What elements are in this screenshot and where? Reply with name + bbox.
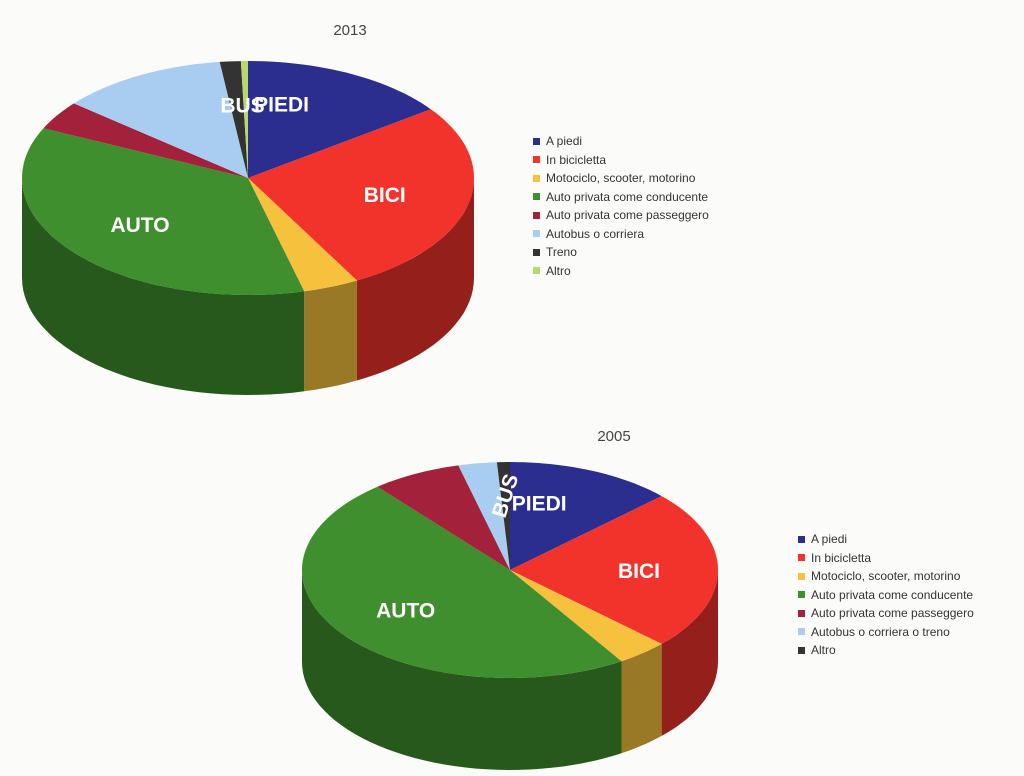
- pie-side: [22, 178, 305, 395]
- legend: A piedi In bicicletta Motociclo, scooter, …: [798, 530, 974, 660]
- legend-swatch: [533, 193, 540, 201]
- legend-swatch: [533, 211, 540, 219]
- legend-item: In bicicletta: [798, 549, 974, 568]
- legend-label: Altro: [546, 263, 571, 278]
- chart-title: 2005: [597, 428, 631, 445]
- legend-label: Motociclo, scooter, motorino: [811, 569, 961, 584]
- slice-label: BICI: [618, 560, 660, 583]
- legend-item: Auto privata come conducente: [798, 586, 974, 605]
- legend-label: A piedi: [811, 532, 848, 547]
- legend-item: Auto privata come conducente: [533, 188, 709, 207]
- pie-slice: [219, 61, 248, 178]
- legend-swatch: [533, 156, 540, 164]
- pie-slice: [302, 486, 622, 678]
- pie-slice: [248, 109, 474, 281]
- pie-side: [661, 570, 718, 736]
- legend-item: Autobus o corriera o treno: [798, 623, 974, 642]
- pie-sides: [302, 570, 718, 770]
- slice-label: AUTO: [110, 214, 169, 237]
- pie-slice: [22, 128, 305, 295]
- pie-slice: [248, 61, 431, 178]
- pie-slice: [458, 462, 510, 570]
- pie-side: [302, 570, 622, 770]
- slice-label: BUS: [220, 94, 264, 117]
- legend-label: Auto privata come conducente: [546, 189, 709, 204]
- legend: A piedi In bicicletta Motociclo, scooter, …: [533, 132, 709, 280]
- pie-side: [304, 280, 357, 392]
- pie-side: [621, 643, 662, 754]
- slice-label: AUTO: [376, 599, 435, 622]
- legend-item: A piedi: [798, 530, 974, 549]
- legend-swatch: [533, 248, 540, 256]
- pie-top: [302, 462, 718, 678]
- legend-item: Altro: [533, 262, 709, 281]
- pie-sides: [22, 178, 474, 395]
- pie-side: [356, 178, 474, 381]
- pie-slice: [240, 61, 248, 178]
- legend-swatch: [798, 572, 805, 580]
- legend-swatch: [798, 591, 805, 599]
- legend-label: A piedi: [546, 134, 583, 149]
- legend-swatch: [533, 267, 540, 275]
- legend-swatch: [798, 535, 805, 543]
- pie-slice: [510, 462, 662, 570]
- legend-item: In bicicletta: [533, 151, 709, 170]
- legend-item: Auto privata come passeggero: [533, 206, 709, 225]
- legend-item: Motociclo, scooter, motorino: [533, 169, 709, 188]
- pie-slice: [73, 61, 249, 178]
- legend-label: Auto privata come passeggero: [811, 606, 974, 621]
- legend-swatch: [533, 174, 540, 182]
- pie-slice: [510, 570, 662, 662]
- legend-swatch: [533, 137, 540, 145]
- legend-label: Motociclo, scooter, motorino: [546, 171, 696, 186]
- pie-slice: [510, 496, 718, 644]
- chart-title: 2013: [333, 22, 367, 39]
- legend-item: Motociclo, scooter, motorino: [798, 567, 974, 586]
- legend-item: Autobus o corriera: [533, 225, 709, 244]
- pie-slice: [496, 462, 510, 570]
- pie-slice: [377, 465, 510, 570]
- legend-label: Autobus o corriera: [546, 226, 645, 241]
- legend-item: A piedi: [533, 132, 709, 151]
- legend-label: In bicicletta: [546, 152, 607, 167]
- pie-chart: PIEDI BICI AUTO BUS: [22, 61, 474, 395]
- slice-label: PIEDI: [512, 493, 567, 516]
- legend-label: Treno: [546, 245, 577, 260]
- slice-label: BICI: [364, 184, 406, 207]
- legend-swatch: [798, 628, 805, 636]
- slice-label: PIEDI: [254, 93, 309, 116]
- legend-swatch: [798, 554, 805, 562]
- legend-item: Auto privata come passeggero: [798, 604, 974, 623]
- legend-item: Treno: [533, 243, 709, 262]
- legend-label: Autobus o corriera o treno: [811, 624, 950, 639]
- legend-swatch: [798, 646, 805, 654]
- legend-label: Auto privata come conducente: [811, 587, 974, 602]
- legend-item: Altro: [798, 641, 974, 660]
- pie-slice: [43, 103, 248, 178]
- legend-swatch: [798, 609, 805, 617]
- pie-slice: [248, 178, 357, 292]
- legend-label: Altro: [811, 643, 836, 658]
- legend-label: In bicicletta: [811, 550, 872, 565]
- legend-label: Auto privata come passeggero: [546, 208, 709, 223]
- pie-top: [22, 61, 474, 295]
- legend-swatch: [533, 230, 540, 238]
